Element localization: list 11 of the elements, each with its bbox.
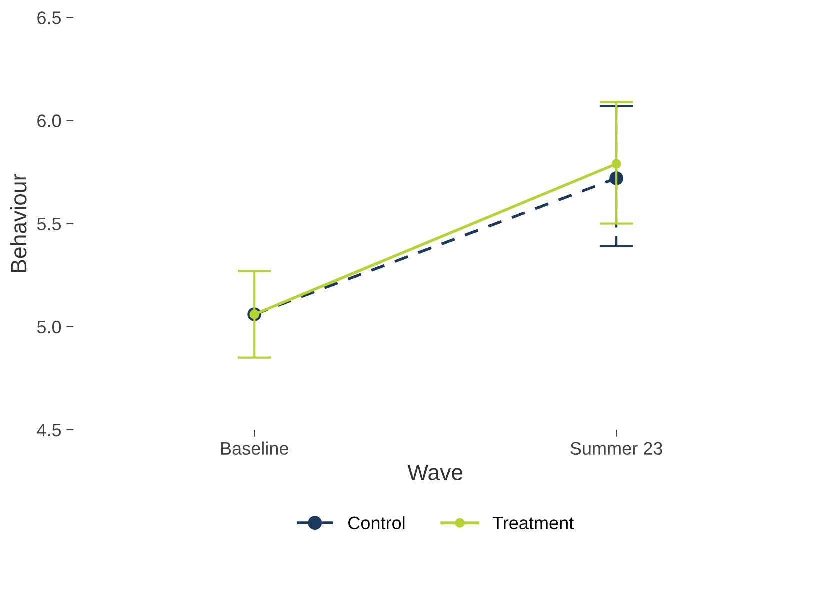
legend-label: Treatment xyxy=(492,516,574,530)
x-axis-title: Wave xyxy=(408,464,463,480)
y-tick-label: 5.0 xyxy=(37,320,62,334)
y-tick-label: 6.5 xyxy=(38,12,62,24)
y-tick-label: 5.5 xyxy=(37,218,62,231)
legend-label: Control xyxy=(348,516,405,530)
y-axis-title: Behaviour xyxy=(10,174,27,272)
y-tick-label: 6.0 xyxy=(38,114,62,128)
x-tick-label: Summer 23 xyxy=(570,442,662,456)
x-tick-label: Baseline xyxy=(221,442,288,456)
y-tick-label: 4.5 xyxy=(37,424,62,437)
